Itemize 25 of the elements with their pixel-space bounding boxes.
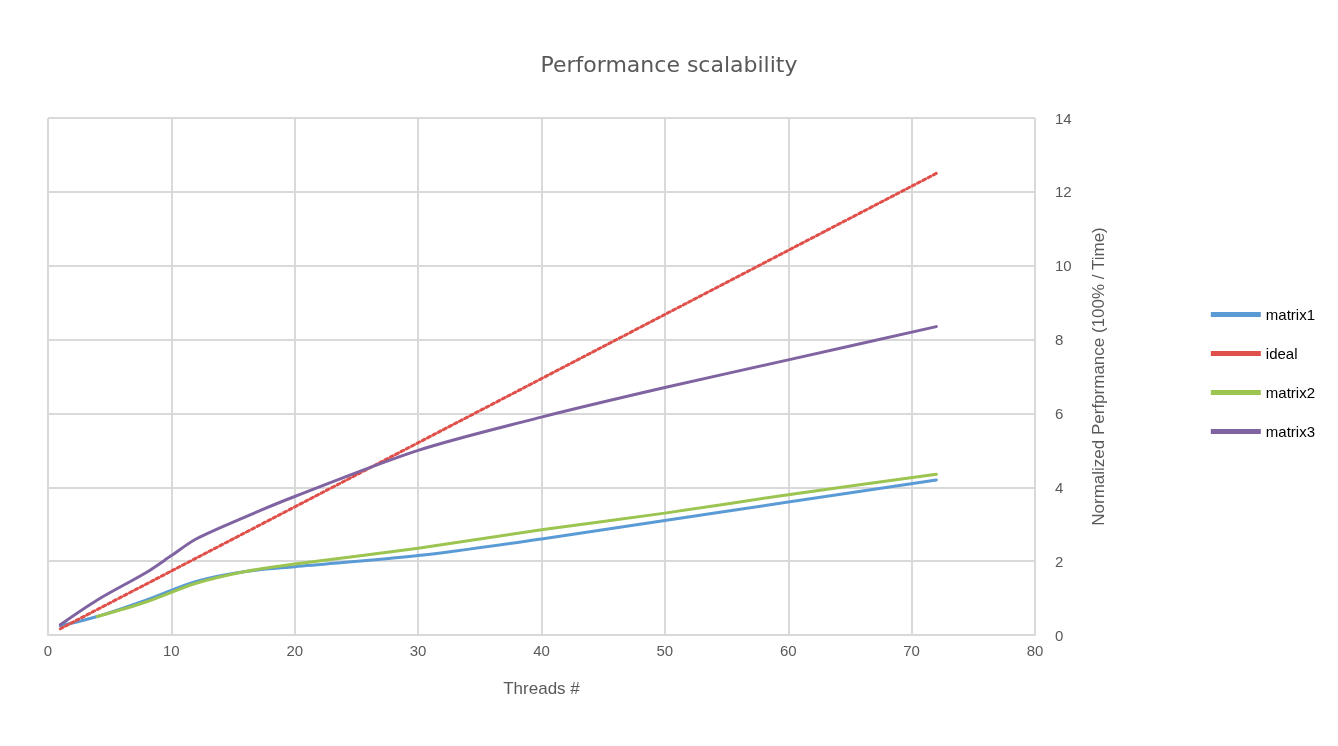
y-tick-label: 14 [1055, 109, 1072, 127]
x-axis-title: Threads # [503, 679, 581, 698]
x-tick-label: 20 [286, 642, 304, 659]
chart-title: Performance scalability [540, 51, 798, 77]
y-axis-title: Normalized Perfprmance (100% / Time) [1089, 227, 1108, 526]
legend-label: ideal [1265, 345, 1298, 362]
legend-label: matrix3 [1265, 423, 1316, 440]
x-tick-label: 40 [533, 642, 550, 659]
x-tick-label: 80 [1026, 642, 1044, 659]
y-tick-label: 12 [1055, 183, 1072, 201]
y-tick-label: 8 [1055, 331, 1064, 349]
y-tick-label: 4 [1055, 478, 1064, 496]
x-tick-label: 70 [903, 642, 920, 659]
y-tick-label: 10 [1055, 257, 1072, 275]
x-tick-label: 10 [163, 642, 180, 659]
x-tick-label: 30 [409, 642, 427, 659]
x-tick-label: 50 [656, 642, 674, 659]
legend-label: matrix1 [1265, 306, 1316, 323]
legend-label: matrix2 [1265, 384, 1316, 401]
y-tick-label: 2 [1055, 552, 1064, 570]
y-tick-label: 6 [1055, 404, 1064, 422]
x-tick-label: 0 [43, 642, 53, 659]
x-tick-label: 60 [779, 642, 797, 659]
line-series [58, 325, 938, 627]
y-tick-label: 0 [1055, 626, 1064, 644]
